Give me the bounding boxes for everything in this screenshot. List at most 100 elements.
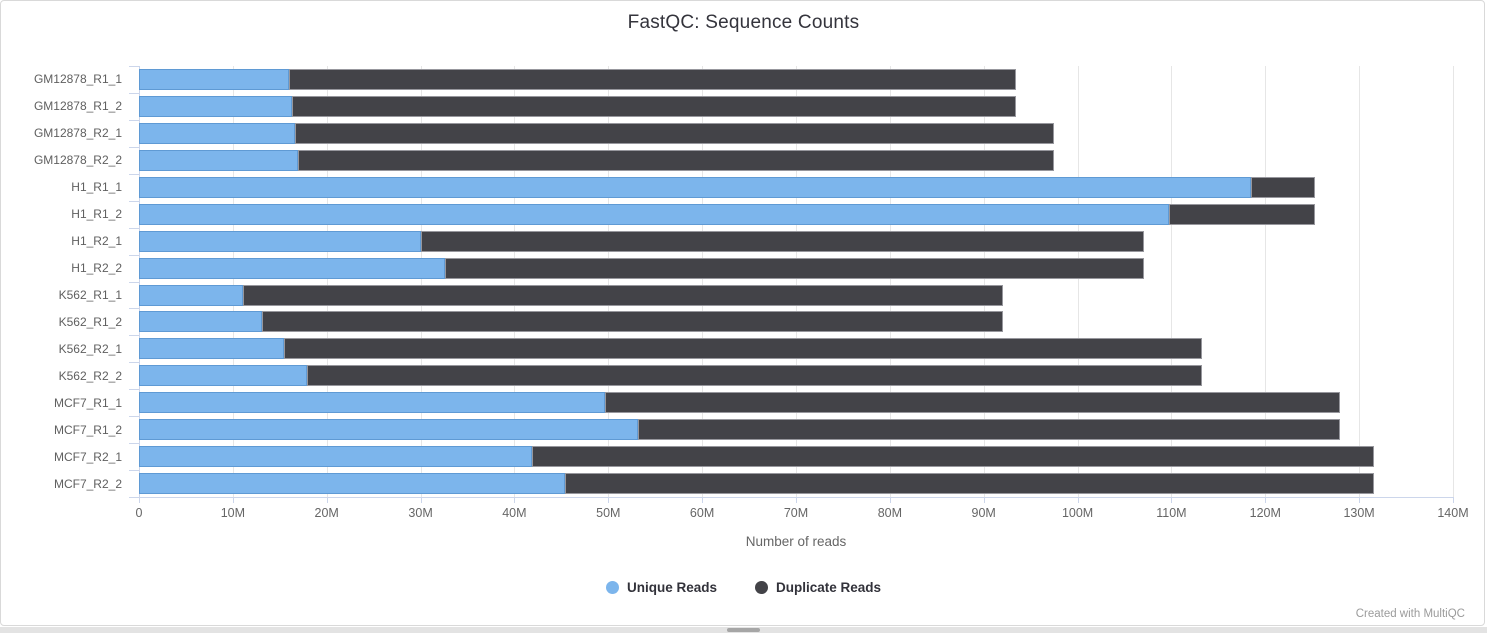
x-tick-label: 0 bbox=[135, 506, 143, 520]
y-tick bbox=[129, 66, 139, 67]
unique-reads-swatch-icon bbox=[605, 581, 619, 594]
x-tick bbox=[983, 497, 985, 503]
duplicate-reads-bar-segment[interactable] bbox=[261, 311, 1004, 333]
y-tick bbox=[129, 281, 139, 283]
bar-row-mcf7_r1_1 bbox=[139, 392, 1341, 414]
unique-reads-bar-segment[interactable] bbox=[139, 95, 292, 117]
x-tick-label: 110M bbox=[1156, 506, 1187, 520]
grid-line bbox=[420, 66, 422, 497]
plot-area bbox=[139, 66, 1454, 497]
bar-row-mcf7_r2_1 bbox=[139, 446, 1375, 468]
bar-row-mcf7_r2_2 bbox=[139, 473, 1375, 494]
x-tick bbox=[702, 497, 704, 503]
unique-reads-bar-segment[interactable] bbox=[139, 149, 298, 171]
x-tick-label: 30M bbox=[408, 506, 433, 520]
duplicate-reads-bar-segment[interactable] bbox=[565, 473, 1375, 494]
unique-reads-bar-segment[interactable] bbox=[139, 176, 1252, 198]
y-tick bbox=[129, 335, 139, 337]
x-tick bbox=[1359, 497, 1361, 503]
duplicate-reads-bar-segment[interactable] bbox=[291, 95, 1016, 117]
y-tick bbox=[129, 470, 139, 472]
bar-row-k562_r1_2 bbox=[139, 311, 1004, 333]
y-axis-label: GM12878_R1_2 bbox=[33, 99, 122, 114]
x-tick-label: 60M bbox=[689, 506, 715, 520]
legend-item-duplicate-reads[interactable]: Duplicate Reads bbox=[754, 580, 882, 595]
bar-row-gm12878_r1_2 bbox=[139, 95, 1016, 117]
duplicate-reads-bar-segment[interactable] bbox=[289, 69, 1016, 90]
grid-line bbox=[983, 66, 985, 497]
y-axis-label: H1_R1_1 bbox=[71, 180, 122, 195]
y-tick bbox=[129, 92, 139, 94]
unique-reads-bar-segment[interactable] bbox=[139, 257, 445, 279]
unique-reads-bar-segment[interactable] bbox=[139, 311, 262, 333]
y-axis-label: K562_R2_1 bbox=[58, 341, 122, 356]
unique-reads-bar-segment[interactable] bbox=[139, 446, 533, 468]
unique-reads-bar-segment[interactable] bbox=[139, 230, 421, 252]
duplicate-reads-bar-segment[interactable] bbox=[294, 122, 1055, 144]
x-tick bbox=[1265, 497, 1267, 503]
legend-label: Unique Reads bbox=[626, 580, 717, 595]
bar-row-gm12878_r2_2 bbox=[139, 149, 1055, 171]
legend-label: Duplicate Reads bbox=[775, 580, 882, 595]
x-tick bbox=[1171, 497, 1173, 503]
x-tick-label: 120M bbox=[1249, 506, 1281, 520]
grid-line bbox=[796, 66, 797, 497]
y-axis-label: MCF7_R1_1 bbox=[53, 395, 122, 410]
grid-line bbox=[232, 66, 234, 497]
bar-row-k562_r2_2 bbox=[139, 365, 1202, 387]
y-axis-label: MCF7_R2_1 bbox=[53, 449, 122, 464]
duplicate-reads-bar-segment[interactable] bbox=[420, 230, 1145, 252]
x-tick bbox=[514, 497, 516, 503]
y-tick bbox=[129, 119, 139, 121]
duplicate-reads-bar-segment[interactable] bbox=[444, 257, 1145, 279]
x-tick bbox=[232, 497, 234, 503]
grid-line bbox=[1171, 66, 1173, 497]
bar-row-mcf7_r1_2 bbox=[139, 419, 1341, 441]
bar-row-h1_r2_2 bbox=[139, 257, 1145, 279]
x-tick-label: 20M bbox=[314, 506, 339, 520]
y-axis-label: MCF7_R1_2 bbox=[53, 422, 122, 437]
y-tick bbox=[129, 146, 139, 148]
unique-reads-bar-segment[interactable] bbox=[139, 203, 1169, 225]
x-tick-label: 90M bbox=[971, 506, 996, 520]
duplicate-reads-bar-segment[interactable] bbox=[284, 338, 1202, 360]
multiqc-credit: Created with MultiQC bbox=[1355, 608, 1465, 620]
horizontal-scrollbar-track[interactable] bbox=[0, 627, 1487, 633]
y-tick bbox=[129, 443, 139, 445]
y-tick bbox=[129, 173, 139, 175]
unique-reads-bar-segment[interactable] bbox=[139, 122, 295, 144]
duplicate-reads-bar-segment[interactable] bbox=[604, 392, 1341, 414]
unique-reads-bar-segment[interactable] bbox=[139, 69, 290, 90]
duplicate-reads-bar-segment[interactable] bbox=[297, 149, 1055, 171]
legend-item-unique-reads[interactable]: Unique Reads bbox=[605, 580, 717, 595]
chart-legend: Unique Reads Duplicate Reads bbox=[0, 580, 1487, 595]
x-tick bbox=[139, 497, 140, 503]
duplicate-reads-bar-segment[interactable] bbox=[1251, 176, 1316, 198]
unique-reads-bar-segment[interactable] bbox=[139, 473, 566, 494]
x-tick bbox=[1077, 497, 1079, 503]
grid-line bbox=[1453, 66, 1454, 497]
x-axis-title: Number of reads bbox=[745, 534, 847, 549]
y-tick bbox=[129, 416, 139, 418]
bar-row-k562_r2_1 bbox=[139, 338, 1202, 360]
unique-reads-bar-segment[interactable] bbox=[139, 419, 639, 441]
x-tick-label: 40M bbox=[502, 506, 527, 520]
y-axis-label: GM12878_R1_1 bbox=[33, 72, 122, 87]
duplicate-reads-bar-segment[interactable] bbox=[243, 284, 1004, 306]
duplicate-reads-bar-segment[interactable] bbox=[306, 365, 1202, 387]
y-tick bbox=[129, 227, 139, 229]
unique-reads-bar-segment[interactable] bbox=[139, 392, 605, 414]
x-tick bbox=[420, 497, 422, 503]
x-tick bbox=[1453, 497, 1454, 503]
y-tick bbox=[129, 389, 139, 391]
x-tick bbox=[796, 497, 797, 503]
unique-reads-bar-segment[interactable] bbox=[139, 338, 285, 360]
x-tick bbox=[326, 497, 328, 503]
horizontal-scrollbar-thumb[interactable] bbox=[727, 628, 760, 632]
duplicate-reads-bar-segment[interactable] bbox=[638, 419, 1341, 441]
duplicate-reads-bar-segment[interactable] bbox=[1168, 203, 1316, 225]
duplicate-reads-bar-segment[interactable] bbox=[532, 446, 1375, 468]
unique-reads-bar-segment[interactable] bbox=[139, 365, 307, 387]
unique-reads-bar-segment[interactable] bbox=[139, 284, 244, 306]
